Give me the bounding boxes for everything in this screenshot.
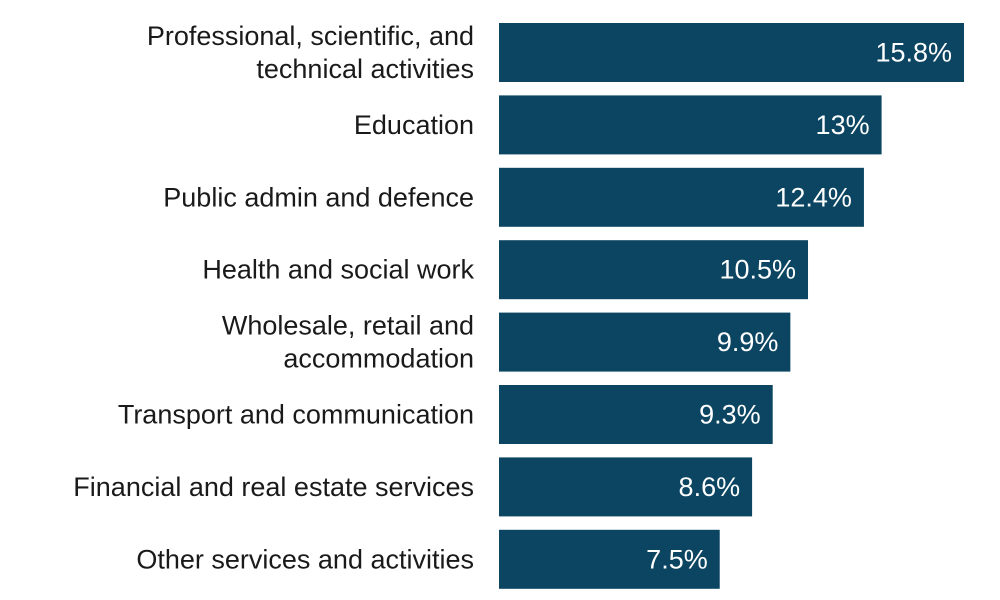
value-label-4: 9.9%: [717, 327, 779, 357]
category-label-0-line-1: technical activities: [256, 54, 474, 84]
bar-7: [499, 529, 720, 589]
category-label-0-line-0: Professional, scientific, and: [147, 21, 474, 51]
bar-0: [499, 23, 964, 82]
bar-2: [499, 167, 864, 227]
value-label-2: 12.4%: [775, 182, 852, 212]
bar-4: [499, 312, 791, 372]
value-label-5: 9.3%: [699, 400, 761, 430]
category-label-1: Education: [354, 110, 474, 140]
category-label-2: Public admin and defence: [163, 182, 474, 212]
category-label-7: Other services and activities: [136, 544, 474, 574]
bar-6: [499, 457, 753, 517]
bar-3: [499, 240, 809, 300]
value-label-1: 13%: [816, 110, 870, 140]
bar-5: [499, 385, 773, 444]
category-label-6: Financial and real estate services: [73, 472, 474, 502]
value-label-6: 8.6%: [679, 472, 741, 502]
value-label-0: 15.8%: [875, 38, 952, 68]
category-label-4-line-0: Wholesale, retail and: [222, 311, 474, 341]
category-label-5: Transport and communication: [118, 400, 474, 430]
category-label-3: Health and social work: [202, 255, 474, 285]
value-label-3: 10.5%: [719, 255, 796, 285]
value-labels-group: 15.8% 13% 12.4% 10.5% 9.9% 9.3% 8.6% 7.5%: [646, 38, 952, 575]
bars-group: [499, 23, 964, 589]
value-label-7: 7.5%: [646, 544, 708, 574]
category-label-4-line-1: accommodation: [283, 344, 474, 374]
bar-1: [499, 95, 882, 155]
